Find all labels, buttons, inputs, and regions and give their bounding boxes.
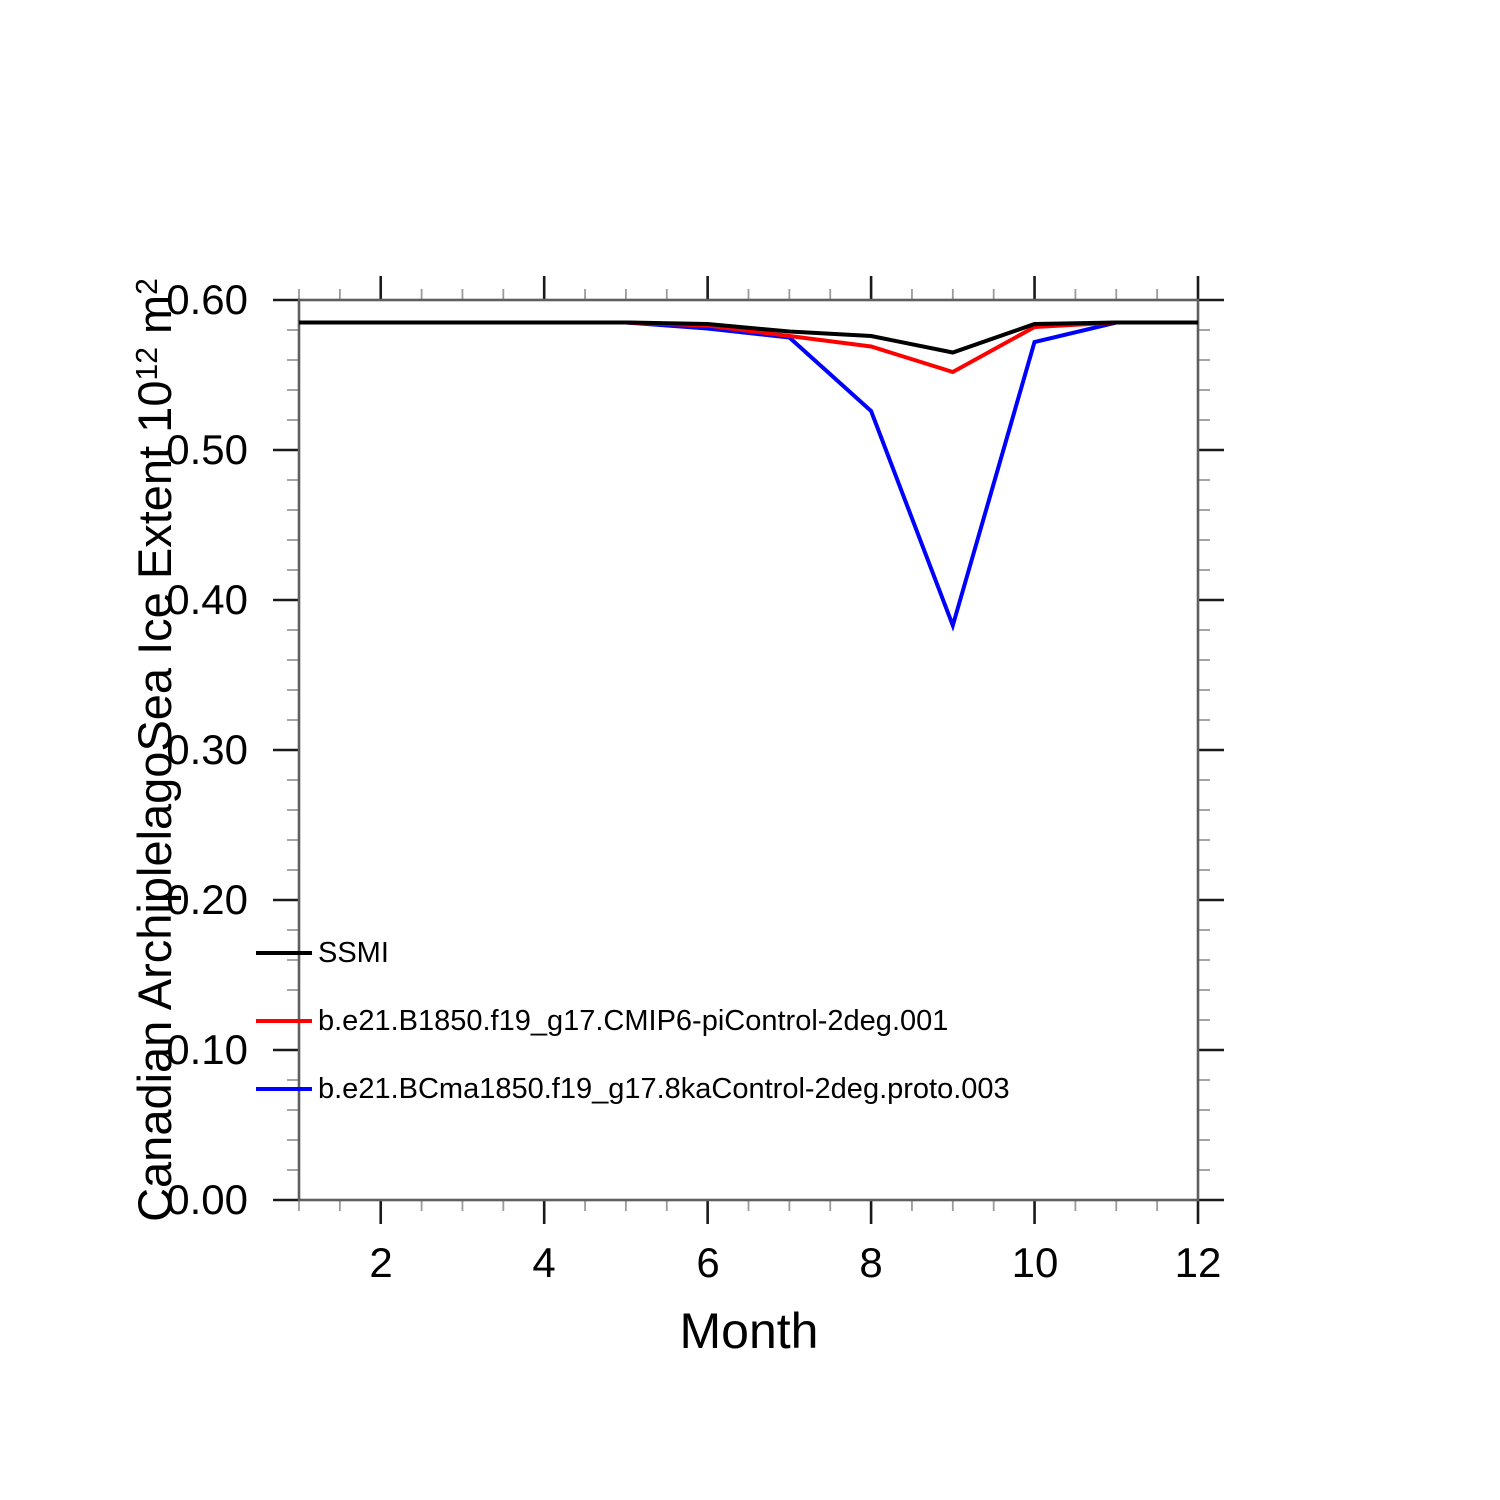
y-axis-title-units: m [128, 294, 181, 348]
y-axis-title-superscript-2: 2 [131, 278, 164, 295]
x-tick-label-10: 10 [1011, 1239, 1059, 1286]
y-tick-label-0-50: 0.50 [166, 426, 248, 473]
legend-label-8kacontrol: b.e21.BCma1850.f19_g17.8kaControl-2deg.p… [318, 1073, 1010, 1105]
x-tick-label-6: 6 [696, 1239, 720, 1286]
legend-label-ssmi: SSMI [318, 937, 389, 969]
x-tick-label-4: 4 [532, 1239, 556, 1286]
y-tick-label-0-30: 0.30 [166, 726, 248, 773]
y-tick-label-0-40: 0.40 [166, 576, 248, 623]
series-line-2 [299, 320, 1198, 632]
series-line-1 [299, 320, 1198, 375]
y-tick-label-0-10: 0.10 [166, 1026, 248, 1073]
y-tick-label-0-00: 0.00 [166, 1176, 248, 1223]
x-tick-label-8: 8 [859, 1239, 883, 1286]
x-axis-title: Month [679, 1303, 819, 1359]
legend-label-picontrol: b.e21.B1850.f19_g17.CMIP6-piControl-2deg… [318, 1005, 949, 1037]
plot-frame [297, 298, 1200, 1202]
x-tick-label-2: 2 [369, 1239, 393, 1286]
y-tick-label-0-60: 0.60 [166, 276, 248, 323]
x-tick-label-12: 12 [1174, 1239, 1222, 1286]
y-axis-title: Canadian ArchiplelagoSea Ice Extent 1012… [120, 200, 181, 1300]
series-line-0 [299, 320, 1198, 355]
y-axis-title-superscript-12: 12 [131, 347, 164, 381]
y-tick-label-0-20: 0.20 [166, 876, 248, 923]
y-axis-title-text: Canadian ArchiplelagoSea Ice Extent 10 [128, 380, 181, 1222]
